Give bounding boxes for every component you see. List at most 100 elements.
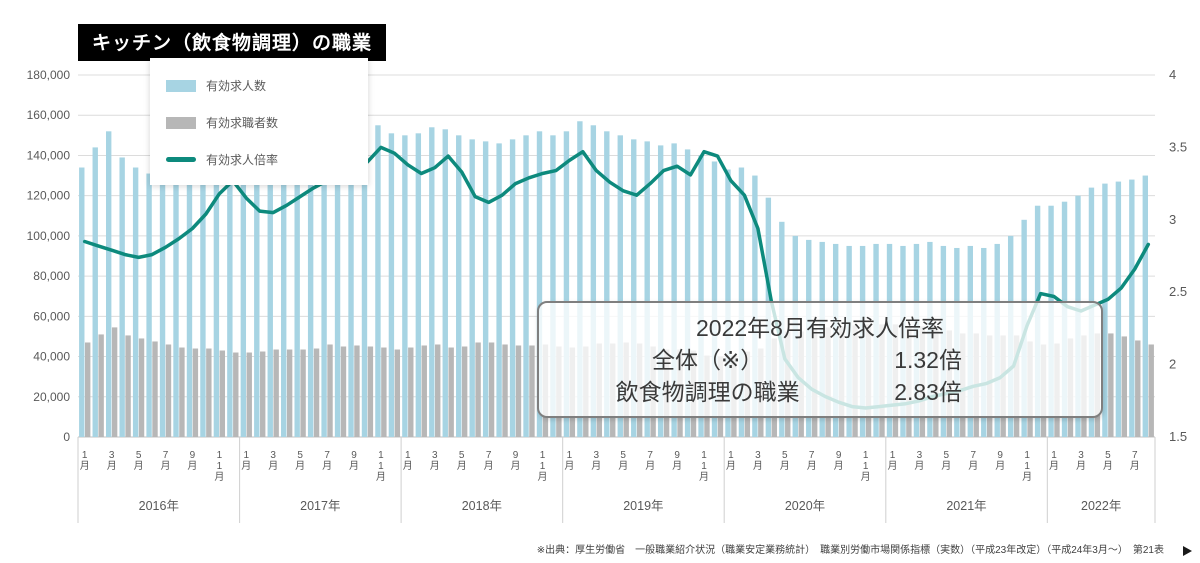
bar-openings	[294, 161, 300, 438]
bar-seekers	[327, 344, 333, 437]
bar-openings	[159, 177, 166, 437]
bar-openings	[281, 165, 287, 437]
bar-openings	[469, 139, 475, 438]
bar-openings	[684, 149, 691, 437]
bar-seekers	[206, 348, 212, 437]
bar-openings	[1115, 181, 1122, 437]
annotation-row-overall: 全体（※） 1.32倍	[539, 344, 1101, 376]
page-title: キッチン（飲食物調理）の職業	[78, 24, 387, 61]
bar-openings	[429, 127, 435, 437]
bar-seekers	[488, 342, 495, 437]
bar-openings	[563, 131, 570, 437]
x-axis-labels: 1 月 3 月 5 月 7 月 9 月 1 1 月 1 月 3 月 5 月 7 月 9 月 1 1 月 1 月 3 月 5 月 7 月 9 月 1 1 月 1…	[80, 450, 1140, 513]
bar-openings	[550, 135, 556, 437]
bar-openings	[106, 131, 112, 437]
bar-seekers	[179, 347, 185, 437]
year-separators	[77, 437, 1156, 523]
bar-openings	[348, 131, 354, 437]
bar-seekers	[475, 342, 481, 437]
bar-seekers	[461, 346, 468, 437]
bar-openings	[1129, 179, 1135, 437]
annotation-label-kitchen: 飲食物調理の職業	[615, 379, 800, 405]
bar-openings	[1142, 175, 1148, 437]
left-axis-tick-label: 160,000	[27, 108, 71, 122]
annotation-label-overall: 全体（※）	[651, 347, 764, 373]
bar-openings	[698, 155, 704, 437]
bar-openings	[254, 175, 260, 437]
bar-openings	[307, 153, 314, 437]
bar-seekers	[367, 346, 374, 437]
bar-seekers	[152, 341, 158, 437]
bar-openings	[119, 157, 125, 437]
bar-seekers	[448, 347, 454, 437]
bar-seekers	[381, 347, 387, 437]
bar-seekers	[273, 349, 279, 437]
bar-seekers	[394, 349, 401, 437]
bar-seekers	[1121, 336, 1127, 437]
left-axis-tick-label: 20,000	[33, 390, 70, 404]
right-axis-tick-label: 2.5	[1169, 284, 1187, 299]
bar-openings	[79, 167, 85, 437]
right-axis-tick-label: 1.5	[1169, 429, 1187, 444]
year-label: 2016年	[139, 499, 179, 513]
year-label: 2021年	[946, 499, 986, 513]
bar-seekers	[529, 345, 535, 437]
bar-openings	[200, 169, 206, 437]
left-axis-tick-label: 180,000	[27, 68, 71, 82]
annotation-value-kitchen: 2.83倍	[894, 379, 962, 405]
bar-openings	[173, 179, 179, 437]
corner-arrow-icon	[1183, 546, 1192, 556]
bar-openings	[92, 147, 98, 437]
bar-openings	[482, 141, 489, 437]
bar-openings	[604, 131, 610, 437]
bar-openings	[213, 163, 220, 438]
bar-openings	[321, 135, 327, 437]
right-axis-tick-label: 4	[1169, 67, 1176, 82]
bar-openings	[442, 129, 448, 438]
bar-openings	[1102, 183, 1108, 437]
bar-openings	[186, 175, 193, 437]
bar-seekers	[138, 338, 145, 437]
bar-seekers	[340, 346, 347, 437]
left-axis-tick-label: 0	[63, 430, 70, 444]
bar-openings	[415, 133, 422, 437]
bar-openings	[496, 143, 502, 437]
bar-seekers	[233, 352, 239, 437]
annotation-box: 2022年8月有効求人倍率 全体（※） 1.32倍 飲食物調理の職業 2.83倍	[537, 301, 1103, 418]
legend-label-ratio: 有効求人倍率	[206, 153, 279, 167]
legend: 有効求人数 有効求職者数 有効求人倍率	[150, 58, 368, 185]
bar-openings	[456, 135, 462, 437]
bar-openings	[671, 143, 677, 437]
seekers-swatch	[166, 116, 196, 129]
right-axis-tick-label: 2	[1169, 357, 1176, 372]
annotation-title: 2022年8月有効求人倍率	[696, 315, 944, 341]
left-axis-tick-label: 40,000	[33, 350, 70, 364]
legend-item-seekers: 有効求職者数	[166, 114, 352, 131]
left-axis-tick-label: 80,000	[33, 269, 70, 283]
bar-openings	[590, 125, 597, 437]
